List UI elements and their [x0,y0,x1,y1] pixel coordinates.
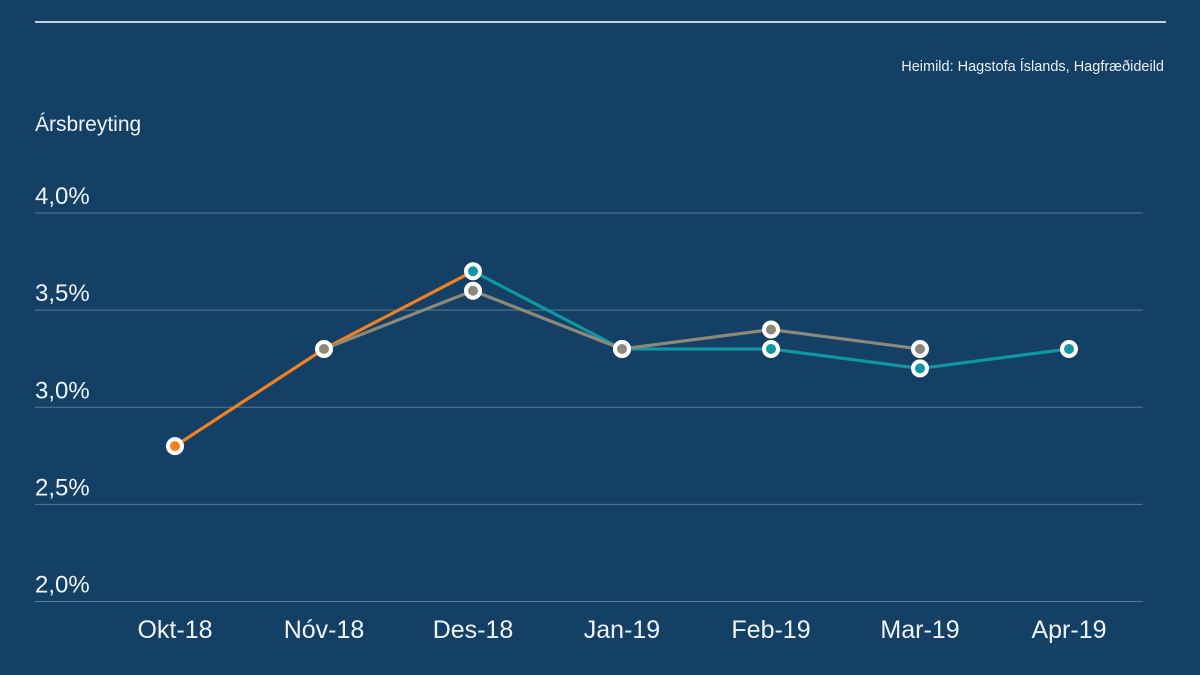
top-divider [35,21,1166,23]
x-axis-tick-label: Des-18 [433,616,514,644]
data-point-teal [762,339,780,358]
y-axis-tick-label: 3,5% [35,280,90,307]
series-line-orange [173,269,475,448]
x-axis-tick-label: Mar-19 [880,616,959,644]
data-point-gray [911,339,929,358]
x-axis-tick-label: Apr-19 [1031,616,1106,644]
data-point-orange [166,437,184,456]
source-note: Heimild: Hagstofa Íslands, Hagfræðideild [901,59,1164,75]
chart-title: Ársbreyting [35,113,142,136]
data-point-gray [762,320,780,339]
y-axis-tick-label: 4,0% [35,183,90,210]
data-point-gray [464,281,482,300]
data-point-teal [464,262,482,281]
data-point-teal [1060,339,1078,358]
x-axis-tick-label: Okt-18 [137,616,212,644]
data-point-teal [911,359,929,378]
x-axis-tick-label: Feb-19 [731,616,810,644]
y-axis-tick-label: 2,5% [35,474,90,501]
data-point-gray [613,339,631,358]
y-axis-tick-label: 2,0% [35,572,90,599]
data-point-gray [315,339,333,358]
x-axis-tick-label: Jan-19 [584,616,660,644]
x-axis-tick-label: Nóv-18 [284,616,365,644]
y-axis-tick-label: 3,0% [35,377,90,404]
